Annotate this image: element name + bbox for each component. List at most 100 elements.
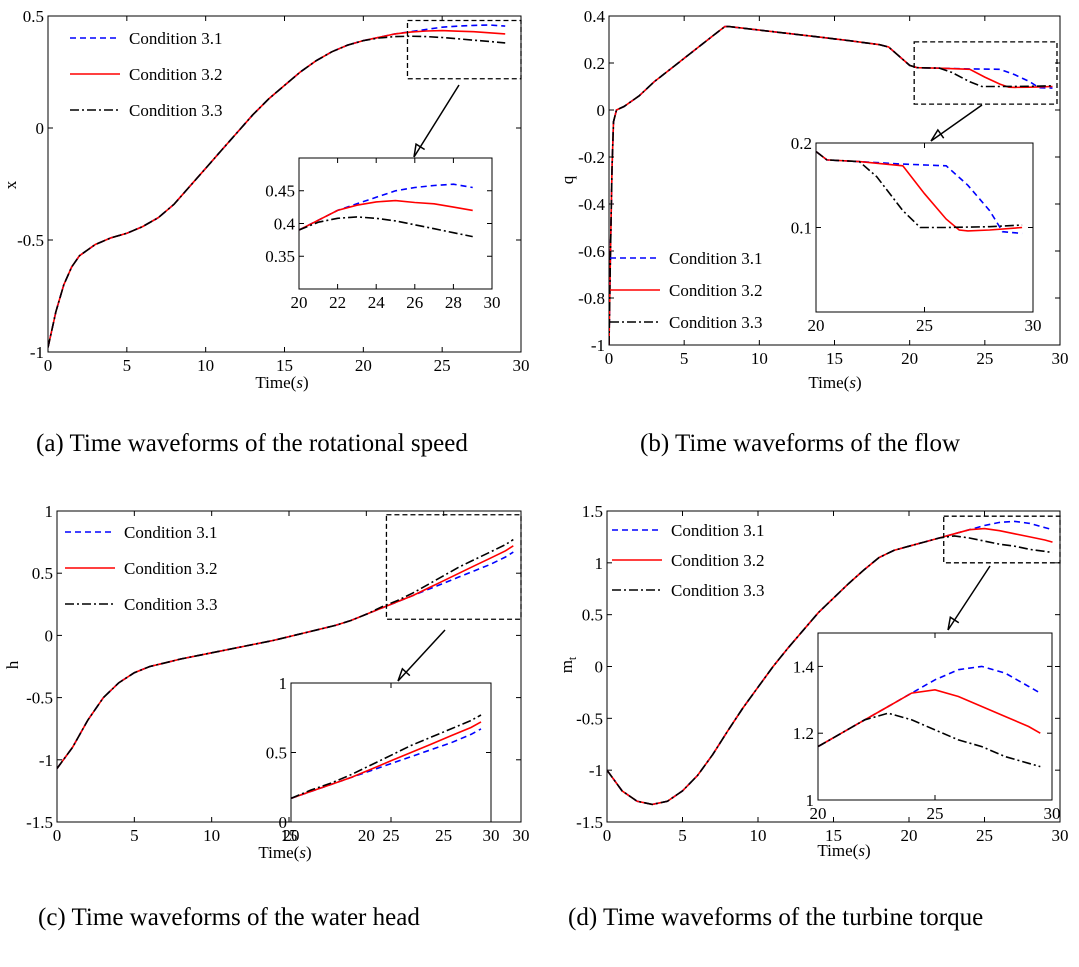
panel-c-legend-label-3: Condition 3.3: [124, 595, 218, 614]
panel-b-legend-label-3: Condition 3.3: [669, 313, 763, 332]
panel-b-xlabel: Time(s): [808, 373, 861, 392]
panel-b-inset-ytick-label-0: 0.1: [791, 218, 812, 237]
panel-c-xtick-label-5: 25: [435, 826, 452, 845]
panel-b-inset-xtick-label-2: 30: [1025, 316, 1042, 335]
panel-b-ytick-label-6: 0.2: [584, 54, 605, 73]
panel-d-ytick-label-5: 1: [595, 554, 604, 573]
caption-d: (d) Time waveforms of the turbine torque: [568, 904, 984, 931]
panel-c-inset-series-2-line: [291, 721, 482, 800]
panel-a-inset-xtick-label-5: 30: [484, 293, 501, 312]
panel-d-xtick-label-2: 10: [750, 826, 767, 845]
panel-c-ytick-label-1: -1: [39, 751, 53, 770]
panel-a-xlabel: Time(s): [255, 373, 308, 392]
panel-d-series-3-line: [607, 535, 1053, 806]
panel-d-ytick-label-1: -1: [589, 761, 603, 780]
panel-a-xtick-label-4: 20: [355, 356, 372, 375]
panel-b-series-3-line: [609, 25, 1053, 345]
panel-c-xtick-label-0: 0: [53, 826, 62, 845]
panel-c-xtick-label-3: 15: [281, 826, 298, 845]
panel-b-xtick-label-6: 30: [1052, 349, 1069, 368]
panel-c-ytick-label-4: 0.5: [32, 564, 53, 583]
panel-b-xtick-label-3: 15: [826, 349, 843, 368]
panel-a-inset-series-2-line: [299, 199, 473, 231]
panel-b-inset-series-3-line: [816, 150, 1023, 229]
panel-c-ytick-label-0: -1.5: [26, 813, 53, 832]
panel-d-ytick-label-4: 0.5: [582, 606, 603, 625]
panel-d-ylabel: mt: [557, 656, 579, 673]
panel-d-inset-xtick-label-0: 20: [810, 804, 827, 823]
panel-b-xtick-label-5: 25: [976, 349, 993, 368]
panel-b-ytick-label-1: -0.8: [578, 289, 605, 308]
panel-d-xlabel: Time(s): [817, 841, 870, 860]
panel-b-xtick-label-0: 0: [605, 349, 614, 368]
panel-a-inset-frame: [298, 157, 493, 290]
caption-a: (a) Time waveforms of the rotational spe…: [36, 430, 468, 457]
panel-c-zoom-box: [385, 514, 522, 620]
panel-b-xtick-label-2: 10: [751, 349, 768, 368]
panel-d-legend-label-3: Condition 3.3: [671, 581, 765, 600]
panel-c-zoom-arrow-head: [397, 667, 411, 682]
panel-d-xtick-label-5: 25: [976, 826, 993, 845]
panel-a-series-3-line: [48, 35, 506, 348]
panel-a-inset-ytick-label-2: 0.45: [265, 182, 295, 201]
caption-b: (b) Time waveforms of the flow: [640, 430, 961, 457]
panel-d-zoom-arrow-head: [947, 615, 960, 631]
panel-d-xtick-label-4: 20: [901, 826, 918, 845]
panel-d-legend-label-1: Condition 3.1: [671, 521, 765, 540]
panel-d-inset-ytick-label-2: 1.4: [793, 657, 815, 676]
panel-a-inset-xtick-label-3: 26: [406, 293, 423, 312]
panel-a-ylabel: x: [1, 180, 20, 189]
panel-d-xtick-label-3: 15: [825, 826, 842, 845]
panel-a-inset-xtick-label-1: 22: [329, 293, 346, 312]
panel-a-ytick-label-3: 0.5: [23, 7, 44, 26]
panel-d-inset-xtick-label-1: 25: [927, 804, 944, 823]
panel-d-legend-label-2: Condition 3.2: [671, 551, 765, 570]
panel-c-inset-ytick-label-0: 0: [279, 813, 288, 832]
panel-d-zoom-box: [943, 515, 1061, 564]
panel-d-inset-ytick-label-1: 1.2: [793, 724, 814, 743]
panel-a-legend-label-1: Condition 3.1: [129, 29, 223, 48]
caption-c: (c) Time waveforms of the water head: [38, 904, 420, 931]
panel-b-legend-label-2: Condition 3.2: [669, 281, 763, 300]
panel-d-inset-series-3-line: [818, 712, 1041, 768]
panel-b-ytick-label-0: -1: [591, 336, 605, 355]
panel-b-inset-xtick-label-1: 25: [916, 316, 933, 335]
panel-c-xtick-label-2: 10: [203, 826, 220, 845]
panel-c-xlabel: Time(s): [258, 843, 311, 862]
panel-b-xtick-label-1: 5: [680, 349, 689, 368]
panel-a-xtick-label-1: 5: [123, 356, 132, 375]
panel-d-ytick-label-0: -1.5: [576, 813, 603, 832]
panel-c-inset-series-3-line: [291, 714, 482, 800]
panel-d-zoom-arrow: [947, 565, 991, 631]
panel-a-inset-xtick-label-0: 20: [291, 293, 308, 312]
panel-b-zoom-arrow-head: [930, 128, 945, 142]
panel-d-ytick-label-6: 1.5: [582, 502, 603, 521]
panel-c-series-3-line: [57, 538, 514, 769]
panel-c-ytick-label-3: 0: [45, 626, 54, 645]
panel-a-zoom-arrow: [413, 84, 460, 158]
panel-d-inset-frame: [817, 632, 1053, 801]
panel-b-ytick-label-3: -0.4: [578, 195, 605, 214]
panel-b-ytick-label-7: 0.4: [584, 7, 606, 26]
panel-c-inset-ytick-label-1: 0.5: [266, 743, 287, 762]
panel-c-ylabel: h: [3, 660, 22, 669]
panel-d: 0 5 10 15 20 25 30 -1.5 -1 -0.5 0 0.5 1 1.5 20 25 30 1 1.2…: [557, 502, 1069, 860]
panel-c-xtick-label-1: 5: [130, 826, 139, 845]
panel-d-inset-xtick-label-2: 30: [1044, 804, 1061, 823]
panel-a-inset-xtick-label-4: 28: [445, 293, 462, 312]
panel-b-ylabel: q: [558, 175, 577, 184]
panel-a-inset-series-3-line: [299, 216, 473, 238]
panel-a-zoom-arrow-head: [413, 142, 426, 158]
panel-a-ytick-label-0: -1: [30, 343, 44, 362]
panel-d-xtick-label-0: 0: [603, 826, 612, 845]
panel-b-inset-ytick-label-1: 0.2: [791, 134, 812, 153]
panel-c-inset-xtick-label-1: 25: [383, 826, 400, 845]
panel-a-legend-label-3: Condition 3.3: [129, 101, 223, 120]
panel-a-zoom-box: [406, 19, 522, 80]
panel-c-inset-xtick-label-2: 30: [483, 826, 500, 845]
panel-a-legend-label-2: Condition 3.2: [129, 65, 223, 84]
panel-a-ytick-label-2: 0: [36, 119, 45, 138]
panel-a-inset-xtick-label-2: 24: [368, 293, 386, 312]
panel-c-legend-label-2: Condition 3.2: [124, 559, 218, 578]
panel-c-inset-frame: [290, 682, 492, 823]
